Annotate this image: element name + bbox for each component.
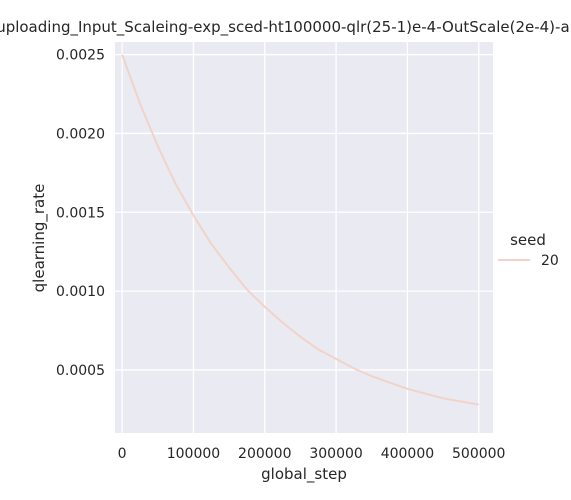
- y-axis-label: qlearning_rate: [30, 184, 49, 293]
- x-tick-label: 100000: [167, 446, 220, 462]
- x-tick-label: 300000: [309, 446, 362, 462]
- y-tick-label: 0.0025: [56, 48, 105, 64]
- y-tick-label: 0.0010: [56, 284, 105, 300]
- legend-series-label: 20: [541, 253, 559, 269]
- x-tick-label: 200000: [238, 446, 291, 462]
- series-layer: [121, 54, 479, 406]
- y-tick-label: 0.0005: [56, 363, 105, 379]
- x-axis-label: global_step: [261, 465, 347, 484]
- legend-title: seed: [510, 231, 546, 249]
- legend: seed 20: [498, 231, 559, 269]
- x-tick-label: 0: [118, 446, 127, 462]
- y-tick-labels: 0.0005 0.0010 0.0015 0.0020 0.0025: [56, 48, 105, 379]
- y-tick-label: 0.0015: [56, 205, 105, 221]
- chart-title: uploading_Input_Scaleing-exp_sced-ht1000…: [0, 18, 571, 37]
- y-tick-label: 0.0020: [56, 126, 105, 142]
- x-tick-label: 400000: [381, 446, 434, 462]
- series-line: [121, 54, 479, 406]
- x-tick-labels: 0 100000 200000 300000 400000 500000: [118, 446, 506, 462]
- grid-lines: [115, 42, 493, 433]
- x-tick-label: 500000: [452, 446, 505, 462]
- plot-area: [115, 42, 493, 433]
